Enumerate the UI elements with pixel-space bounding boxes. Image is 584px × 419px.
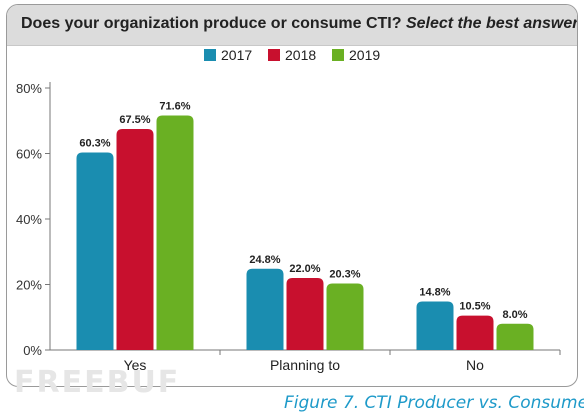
chart-header: Does your organization produce or consum… xyxy=(7,5,577,46)
data-label: 22.0% xyxy=(289,263,320,275)
x-category-label: Planning to xyxy=(270,357,340,373)
bar-2018-no xyxy=(456,315,494,350)
y-tick-label: 80% xyxy=(16,81,42,96)
legend-swatch-2018 xyxy=(268,49,280,61)
x-category-label: No xyxy=(466,357,484,373)
data-label: 8.0% xyxy=(502,309,527,321)
legend-label-2019: 2019 xyxy=(349,47,380,63)
data-label: 20.3% xyxy=(329,269,360,281)
chart-title: Does your organization produce or consum… xyxy=(21,15,578,33)
legend-swatch-2019 xyxy=(332,49,344,61)
title-question: Does your organization produce or consum… xyxy=(21,15,402,32)
watermark-text: FREEBUF xyxy=(14,365,181,400)
data-label: 14.8% xyxy=(419,287,450,299)
data-label: 60.3% xyxy=(79,138,110,150)
x-category-label: Yes xyxy=(124,357,147,373)
bar-2017-no xyxy=(416,301,454,350)
figure-caption: Figure 7. CTI Producer vs. Consumer xyxy=(284,393,584,413)
data-label: 24.8% xyxy=(249,254,280,266)
legend-label-2017: 2017 xyxy=(221,47,252,63)
title-instruction: Select the best answer. xyxy=(405,15,578,32)
legend-swatch-2017 xyxy=(204,49,216,61)
bar-2019-planning-to xyxy=(326,283,364,350)
y-tick-label: 20% xyxy=(16,278,42,293)
bar-2019-no xyxy=(496,323,534,350)
bar-2018-yes xyxy=(116,128,154,350)
data-label: 71.6% xyxy=(159,101,190,113)
y-tick-label: 0% xyxy=(23,343,42,358)
legend-label-2018: 2018 xyxy=(285,47,316,63)
y-tick-label: 40% xyxy=(16,212,42,227)
bar-2019-yes xyxy=(156,115,194,350)
y-tick-label: 60% xyxy=(16,147,42,162)
bar-2017-yes xyxy=(76,152,114,350)
data-label: 67.5% xyxy=(119,114,150,126)
bar-2017-planning-to xyxy=(246,268,284,350)
bar-2018-planning-to xyxy=(286,277,324,350)
data-label: 10.5% xyxy=(459,301,490,313)
